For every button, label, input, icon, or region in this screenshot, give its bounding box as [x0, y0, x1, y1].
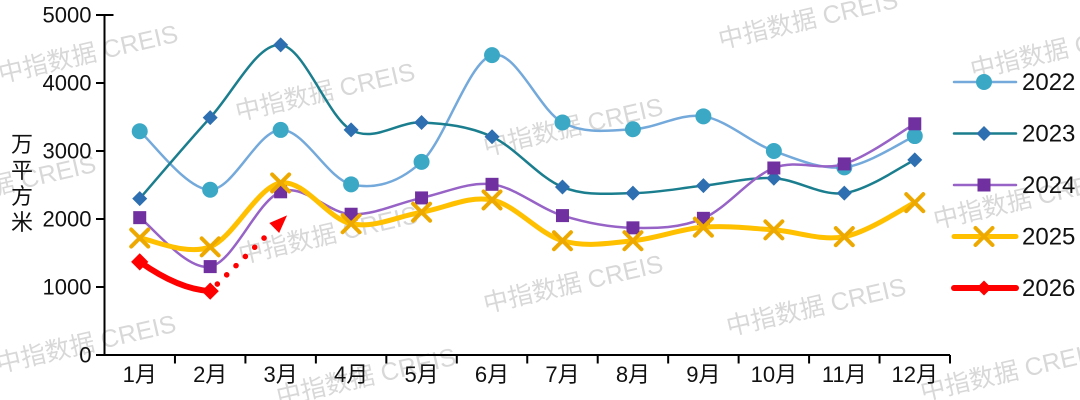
circle-marker [976, 74, 992, 90]
x-tick-label: 8月 [616, 362, 650, 387]
series-2026 [131, 215, 288, 300]
legend-item-2025: 2025 [951, 224, 1075, 251]
diamond-marker [907, 152, 923, 168]
x-tick-label: 4月 [334, 362, 368, 387]
series-2024-line [138, 122, 917, 268]
diamond-marker [554, 179, 570, 195]
x-tick-label: 5月 [404, 362, 438, 387]
y-tick-label: 2000 [43, 207, 92, 232]
legend-label: 2024 [1022, 172, 1075, 199]
square-marker [908, 117, 922, 131]
legend-label: 2022 [1022, 69, 1075, 96]
circle-marker [554, 114, 571, 131]
diamond-marker [131, 253, 149, 271]
legend: 2022 2023 2024 2025 2026 [951, 69, 1075, 302]
x-marker [270, 172, 292, 194]
y-tick-label: 0 [79, 343, 91, 368]
diamond-marker [976, 280, 992, 296]
x-marker [481, 189, 503, 211]
diamond-marker [201, 282, 219, 300]
circle-marker [131, 123, 148, 140]
x-tick-label: 3月 [264, 362, 298, 387]
legend-item-2023: 2023 [952, 121, 1075, 148]
square-marker [767, 161, 781, 175]
circle-marker [343, 176, 360, 193]
legend-label: 2026 [1022, 275, 1075, 302]
x-marker [973, 226, 995, 247]
series-2024 [133, 117, 922, 274]
square-marker [977, 178, 991, 192]
x-tick-label: 9月 [686, 362, 720, 387]
x-marker [763, 219, 785, 241]
diamond-marker [273, 37, 289, 53]
x-marker [411, 201, 433, 223]
circle-marker [413, 153, 430, 170]
diamond-marker [202, 110, 218, 126]
circle-marker [695, 108, 712, 125]
x-marker [129, 227, 151, 249]
circle-marker [202, 181, 219, 198]
square-marker [837, 157, 851, 171]
diamond-marker [695, 178, 711, 194]
x-tick-label: 10月 [751, 362, 797, 387]
x-marker [904, 192, 926, 214]
diamond-marker [343, 122, 359, 138]
circle-marker [624, 121, 641, 138]
watermark-text: 中指数据 CREIS [724, 273, 909, 342]
x-tick-label: 12月 [892, 362, 938, 387]
x-marker [692, 216, 714, 238]
diamond-marker [484, 129, 500, 145]
forecast-dotted-line [214, 230, 272, 287]
square-marker [485, 177, 499, 191]
x-marker [340, 213, 362, 235]
legend-item-2024: 2024 [952, 172, 1075, 199]
legend-label: 2025 [1022, 224, 1075, 251]
y-axis-title: 万平方米 [11, 132, 33, 235]
x-marker [551, 230, 573, 252]
square-marker [203, 260, 217, 274]
square-marker [133, 211, 147, 225]
diamond-marker [836, 185, 852, 201]
diamond-marker [625, 185, 641, 201]
diamond-marker [414, 114, 430, 130]
legend-item-2026: 2026 [951, 275, 1075, 302]
forecast-arrowhead [269, 215, 288, 234]
x-tick-label: 1月 [123, 362, 157, 387]
x-tick-label: 6月 [475, 362, 509, 387]
y-tick-label: 1000 [43, 275, 92, 300]
watermark-text: 中指数据 CREIS [716, 0, 901, 54]
square-marker [415, 191, 429, 205]
circle-marker [765, 143, 782, 159]
x-tick-label: 2月 [193, 362, 227, 387]
x-marker [199, 236, 221, 258]
diamond-marker [976, 126, 992, 141]
x-tick-label: 7月 [545, 362, 579, 387]
square-marker [344, 207, 358, 221]
y-tick-label: 4000 [43, 71, 92, 96]
watermark-text: 中指数据 CREIS [233, 58, 418, 127]
x-marker [622, 230, 644, 252]
square-marker [626, 221, 640, 235]
series-2023 [132, 37, 923, 207]
series-2025 [129, 172, 926, 258]
y-tick-label: 5000 [43, 3, 92, 28]
legend-label: 2023 [1022, 121, 1075, 148]
y-tick-label: 3000 [43, 139, 92, 164]
x-marker [833, 226, 855, 248]
legend-item-2022: 2022 [952, 69, 1075, 96]
x-tick-label: 11月 [822, 362, 867, 387]
watermark-text: 中指数据 CREIS [918, 338, 1080, 400]
circle-marker [484, 47, 501, 64]
circle-marker [906, 128, 923, 145]
circle-marker [272, 121, 289, 138]
watermark-text: 中指数据 CREIS [481, 250, 666, 319]
square-marker [555, 209, 569, 223]
diamond-marker [132, 191, 148, 207]
